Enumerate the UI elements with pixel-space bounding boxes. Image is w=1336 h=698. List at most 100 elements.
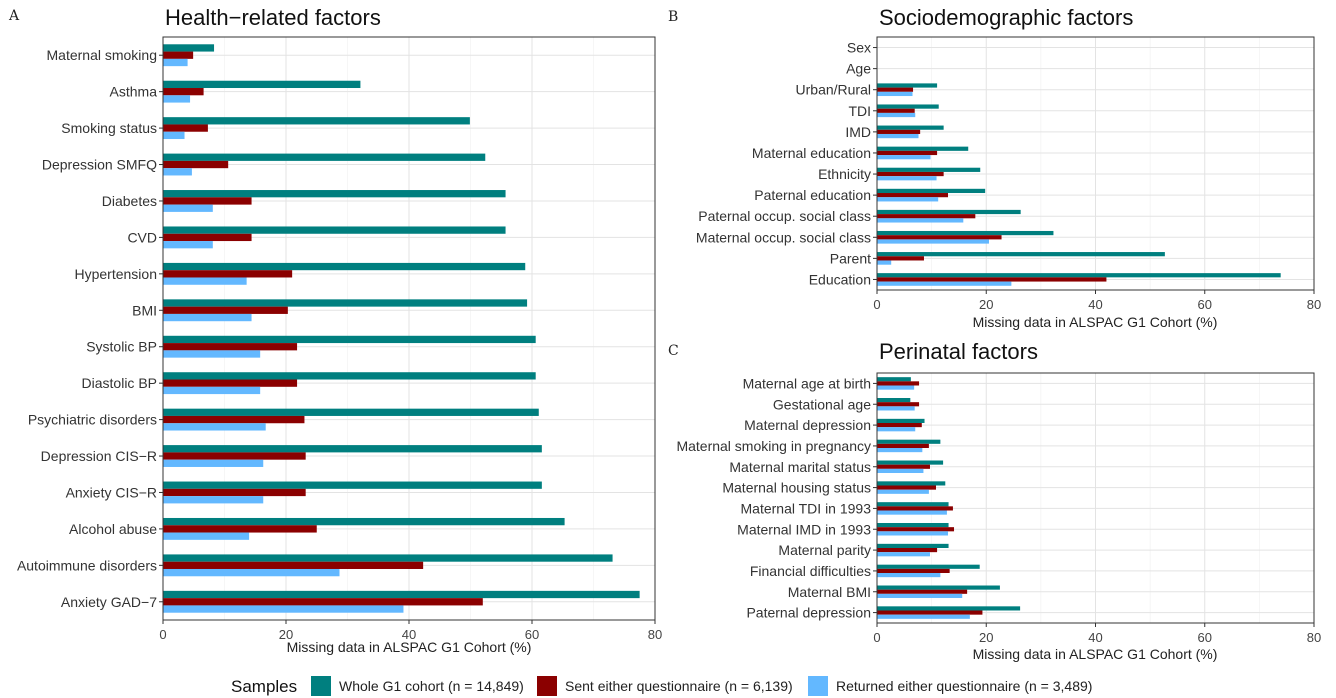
category-label: Diastolic BP	[82, 375, 157, 391]
x-tick-label: 20	[979, 297, 993, 312]
bar-financial-difficulties-s2	[877, 573, 941, 578]
bar-maternal-parity-s2	[877, 552, 930, 557]
category-label: Alcohol abuse	[69, 521, 157, 537]
x-tick-label: 80	[1307, 630, 1321, 645]
plot-frame	[876, 372, 1315, 624]
bar-education-s2	[877, 281, 1012, 286]
bar-imd-s2	[877, 133, 919, 139]
bar-paternal-depression-s1	[877, 610, 983, 615]
bar-maternal-tdi-in-1993-s0	[877, 502, 949, 507]
x-axis-label: Missing data in ALSPAC G1 Cohort (%)	[287, 639, 532, 655]
category-label: Financial difficulties	[750, 563, 871, 579]
bar-bmi-s0	[163, 299, 528, 307]
category-label: BMI	[132, 302, 157, 318]
x-axis-label: Missing data in ALSPAC G1 Cohort (%)	[973, 646, 1218, 662]
bar-hypertension-s2	[163, 277, 247, 285]
bar-paternal-depression-s0	[877, 606, 1021, 611]
bar-cvd-s2	[163, 241, 213, 249]
bar-imd-s0	[877, 125, 944, 130]
category-label: Maternal housing status	[722, 480, 871, 496]
x-tick-label: 20	[979, 630, 993, 645]
bar-anxiety-gad-7-s1	[163, 598, 483, 606]
category-label: Maternal depression	[744, 417, 871, 433]
bar-imd-s1	[877, 129, 921, 134]
category-label: Diabetes	[102, 193, 157, 209]
bar-gestational-age-s1	[877, 402, 920, 407]
bar-paternal-education-s0	[877, 188, 986, 194]
bar-diabetes-s0	[163, 190, 506, 198]
bar-maternal-occup-social-class-s2	[877, 239, 989, 244]
legend-label-sent: Sent either questionnaire (n = 6,139)	[565, 678, 793, 694]
bar-anxiety-gad-7-s2	[163, 605, 404, 613]
bar-asthma-s1	[163, 88, 204, 96]
category-label: Maternal smoking in pregnancy	[676, 438, 871, 454]
bar-maternal-education-s2	[877, 155, 931, 160]
bar-maternal-bmi-s0	[877, 585, 1000, 590]
bar-maternal-smoking-in-pregnancy-s1	[877, 443, 929, 448]
bar-maternal-smoking-in-pregnancy-s0	[877, 439, 941, 444]
category-label: Depression CIS−R	[41, 448, 157, 464]
bar-maternal-smoking-s1	[163, 51, 194, 59]
bar-depression-smfq-s1	[163, 160, 229, 169]
category-label: Paternal education	[754, 187, 871, 203]
category-label: Anxiety GAD−7	[61, 594, 157, 610]
legend-label-whole-cohort: Whole G1 cohort (n = 14,849)	[339, 678, 524, 694]
bar-hypertension-s1	[163, 270, 293, 278]
bar-depression-cis-r-s0	[163, 445, 542, 453]
bar-hypertension-s0	[163, 262, 526, 271]
bar-ethnicity-s1	[877, 171, 944, 177]
category-label: Parent	[830, 250, 871, 266]
bar-maternal-occup-social-class-s0	[877, 230, 1054, 236]
bar-maternal-housing-status-s1	[877, 485, 936, 490]
bar-gestational-age-s0	[877, 398, 911, 403]
x-tick-label: 0	[873, 297, 880, 312]
category-label: Maternal smoking	[47, 47, 158, 63]
bar-parent-s1	[877, 256, 924, 261]
category-label: Psychiatric disorders	[28, 412, 157, 428]
bar-autoimmune-disorders-s1	[163, 561, 424, 569]
x-tick-label: 0	[159, 627, 166, 642]
bar-asthma-s0	[163, 80, 361, 89]
legend-title: Samples	[231, 677, 297, 696]
legend: Samples Whole G1 cohort (n = 14,849) Sen…	[231, 676, 1092, 696]
x-axis-label: Missing data in ALSPAC G1 Cohort (%)	[973, 314, 1218, 330]
x-tick-label: 0	[873, 630, 880, 645]
bar-psychiatric-disorders-s0	[163, 408, 539, 416]
bar-financial-difficulties-s0	[877, 564, 980, 569]
bar-gestational-age-s2	[877, 406, 915, 411]
bar-maternal-bmi-s1	[877, 589, 968, 594]
bar-maternal-depression-s0	[877, 418, 925, 423]
bar-paternal-occup-social-class-s2	[877, 218, 964, 223]
bar-diabetes-s2	[163, 204, 213, 212]
bar-alcohol-abuse-s0	[163, 517, 565, 526]
legend-swatch-whole-cohort	[311, 676, 331, 696]
category-label: Maternal TDI in 1993	[741, 500, 872, 516]
bar-maternal-smoking-s2	[163, 58, 188, 67]
bar-systolic-bp-s2	[163, 350, 261, 358]
x-tick-label: 60	[1198, 297, 1212, 312]
bar-diastolic-bp-s0	[163, 372, 536, 380]
bar-depression-cis-r-s1	[163, 452, 306, 460]
category-label: Maternal BMI	[788, 584, 871, 600]
bar-smoking-status-s2	[163, 131, 185, 140]
x-tick-label: 80	[1307, 297, 1321, 312]
legend-swatch-sent	[537, 676, 557, 696]
bar-maternal-depression-s1	[877, 423, 922, 428]
bar-ethnicity-s2	[877, 176, 937, 181]
category-label: Maternal occup. social class	[696, 229, 871, 245]
bar-paternal-education-s2	[877, 197, 939, 202]
bar-parent-s0	[877, 252, 1165, 257]
bar-tdi-s1	[877, 108, 915, 113]
bar-maternal-imd-in-1993-s0	[877, 523, 949, 528]
category-label: Sex	[847, 40, 871, 56]
bar-ethnicity-s0	[877, 167, 981, 172]
bar-maternal-tdi-in-1993-s1	[877, 506, 953, 511]
bar-maternal-housing-status-s2	[877, 489, 929, 494]
bar-maternal-age-at-birth-s1	[877, 381, 920, 386]
bar-diastolic-bp-s1	[163, 379, 298, 387]
bar-systolic-bp-s0	[163, 335, 536, 344]
bar-paternal-occup-social-class-s0	[877, 209, 1021, 215]
plot-frame	[162, 36, 656, 621]
panel-letter-c: C	[668, 343, 679, 359]
bar-anxiety-cis-r-s1	[163, 488, 306, 497]
